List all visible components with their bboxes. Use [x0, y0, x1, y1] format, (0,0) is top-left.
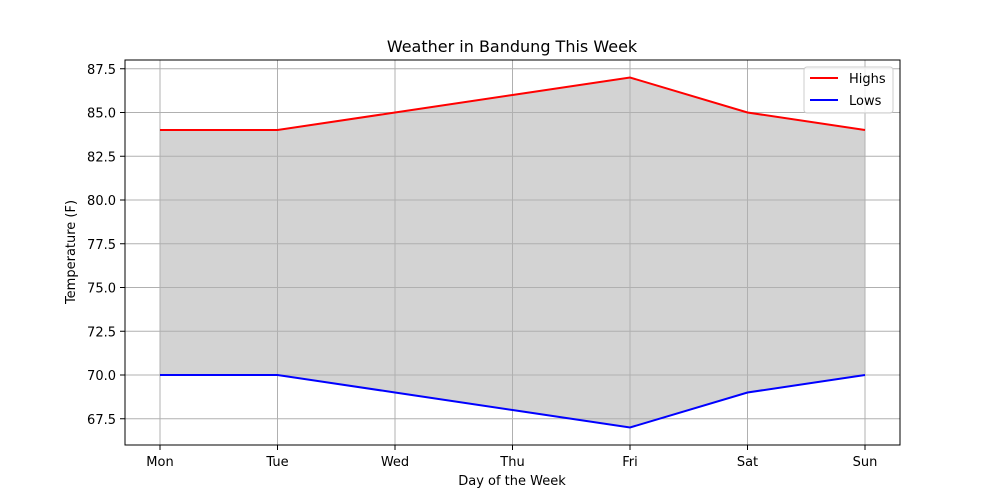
chart-title: Weather in Bandung This Week [387, 37, 638, 56]
y-tick-label: 85.0 [87, 107, 116, 122]
y-axis-label: Temperature (F) [64, 200, 79, 305]
legend-label-highs: Highs [849, 72, 886, 87]
y-tick-label: 67.5 [87, 413, 116, 428]
x-axis-label: Day of the Week [458, 474, 566, 489]
y-tick-label: 80.0 [87, 194, 116, 209]
x-tick-label: Thu [499, 455, 524, 470]
y-tick-label: 82.5 [87, 150, 116, 165]
x-tick-label: Sun [853, 455, 878, 470]
legend-label-lows: Lows [849, 94, 882, 109]
x-tick-label: Fri [622, 455, 638, 470]
y-tick-label: 87.5 [87, 63, 116, 78]
y-tick-label: 72.5 [87, 325, 116, 340]
x-tick-label: Tue [265, 455, 288, 470]
y-tick-label: 77.5 [87, 238, 116, 253]
x-tick-label: Mon [146, 455, 173, 470]
y-tick-label: 70.0 [87, 369, 116, 384]
x-tick-label: Wed [381, 455, 409, 470]
legend: Highs Lows [804, 67, 893, 113]
x-tick-label: Sat [737, 455, 758, 470]
y-tick-label: 75.0 [87, 282, 116, 297]
